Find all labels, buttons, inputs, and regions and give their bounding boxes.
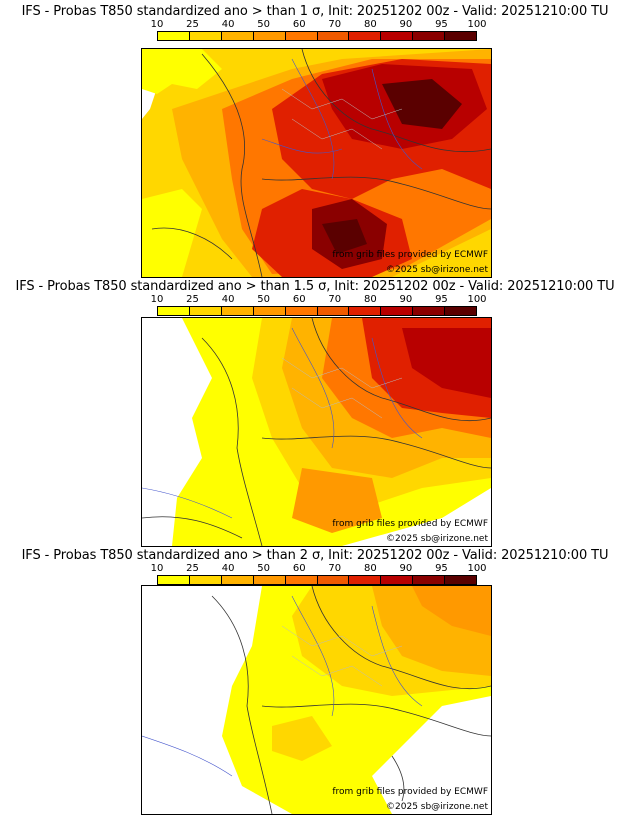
colorbar-swatch: [253, 576, 286, 584]
map-canvas: [142, 318, 491, 546]
colorbar-legend: 10 25 40 50 60 70 80 90 95 100: [151, 294, 487, 321]
colorbar-tick-label: 25: [186, 19, 199, 30]
colorbar-swatch: [158, 576, 190, 584]
colorbar-ticks: 10 25 40 50 60 70 80 90 95 100: [151, 294, 487, 306]
colorbar-swatch: [445, 307, 477, 315]
colorbar-tick-label: 10: [150, 294, 164, 305]
colorbar-tick-label: 40: [221, 19, 235, 30]
colorbar-tick-label: 50: [257, 563, 271, 574]
colorbar-swatch: [381, 32, 414, 40]
colorbar-swatch: [189, 32, 222, 40]
colorbar-tick-label: 10: [150, 19, 164, 30]
colorbar-swatch: [285, 32, 318, 40]
colorbar-tick-label: 80: [363, 294, 377, 305]
colorbar-tick-label: 25: [186, 294, 199, 305]
colorbar-swatch: [158, 307, 190, 315]
panel-title: IFS - Probas T850 standardized ano > tha…: [21, 548, 609, 563]
colorbar-swatch: [189, 307, 222, 315]
colorbar-swatch: [285, 307, 318, 315]
colorbar-swatch: [317, 576, 350, 584]
colorbar-tick-label: 100: [467, 19, 487, 30]
colorbar-swatch: [381, 576, 414, 584]
colorbar-swatches: [157, 31, 477, 41]
colorbar-tick-label: 60: [292, 19, 306, 30]
colorbar-ticks: 10 25 40 50 60 70 80 90 95 100: [151, 19, 487, 31]
map-canvas: [142, 586, 491, 814]
colorbar-swatch: [349, 307, 382, 315]
probability-map-1-5sigma: from grib files provided by ECMWF ©2025 …: [141, 317, 492, 547]
colorbar-swatch: [158, 32, 190, 40]
copyright-credit: ©2025 sb@irizone.net: [386, 534, 488, 544]
colorbar-tick-label: 50: [257, 19, 271, 30]
colorbar-legend: 10 25 40 50 60 70 80 90 95 100: [151, 563, 487, 590]
colorbar-swatch: [317, 307, 350, 315]
colorbar-legend: 10 25 40 50 60 70 80 90 95 100: [151, 19, 487, 46]
colorbar-swatch: [413, 307, 446, 315]
colorbar-swatch: [349, 576, 382, 584]
colorbar-swatch: [413, 32, 446, 40]
colorbar-tick-label: 100: [467, 563, 487, 574]
colorbar-swatches: [157, 575, 477, 585]
panel-title: IFS - Probas T850 standardized ano > tha…: [21, 4, 609, 19]
colorbar-swatch: [349, 32, 382, 40]
colorbar-swatch: [221, 576, 254, 584]
colorbar-tick-label: 60: [292, 563, 306, 574]
colorbar-tick-label: 100: [467, 294, 487, 305]
colorbar-swatch: [221, 32, 254, 40]
colorbar-swatch: [445, 32, 477, 40]
colorbar-swatch: [253, 307, 286, 315]
colorbar-tick-label: 90: [399, 19, 413, 30]
map-canvas: [142, 49, 491, 277]
colorbar-tick-label: 70: [328, 563, 342, 574]
colorbar-swatch: [317, 32, 350, 40]
probability-map-1sigma: from grib files provided by ECMWF ©2025 …: [141, 48, 492, 278]
map-panel-3: IFS - Probas T850 standardized ano > tha…: [0, 548, 630, 824]
colorbar-tick-label: 95: [435, 19, 448, 30]
colorbar-tick-label: 70: [328, 294, 342, 305]
colorbar-swatches: [157, 306, 477, 316]
colorbar-swatch: [253, 32, 286, 40]
colorbar-tick-label: 80: [363, 19, 377, 30]
colorbar-tick-label: 10: [150, 563, 164, 574]
copyright-credit: ©2025 sb@irizone.net: [386, 802, 488, 812]
colorbar-tick-label: 95: [435, 294, 448, 305]
map-panel-1: IFS - Probas T850 standardized ano > tha…: [0, 4, 630, 280]
probability-map-2sigma: from grib files provided by ECMWF ©2025 …: [141, 585, 492, 815]
colorbar-tick-label: 90: [399, 563, 413, 574]
panel-title: IFS - Probas T850 standardized ano > tha…: [15, 279, 615, 294]
copyright-credit: ©2025 sb@irizone.net: [386, 265, 488, 275]
colorbar-tick-label: 40: [221, 294, 235, 305]
colorbar-swatch: [285, 576, 318, 584]
colorbar-tick-label: 70: [328, 19, 342, 30]
data-source-credit: from grib files provided by ECMWF: [332, 519, 488, 529]
colorbar-swatch: [221, 307, 254, 315]
colorbar-tick-label: 60: [292, 294, 306, 305]
colorbar-swatch: [381, 307, 414, 315]
colorbar-swatch: [413, 576, 446, 584]
data-source-credit: from grib files provided by ECMWF: [332, 787, 488, 797]
data-source-credit: from grib files provided by ECMWF: [332, 250, 488, 260]
colorbar-tick-label: 95: [435, 563, 448, 574]
colorbar-swatch: [189, 576, 222, 584]
colorbar-swatch: [445, 576, 477, 584]
colorbar-ticks: 10 25 40 50 60 70 80 90 95 100: [151, 563, 487, 575]
colorbar-tick-label: 25: [186, 563, 199, 574]
map-panel-2: IFS - Probas T850 standardized ano > tha…: [0, 279, 630, 555]
colorbar-tick-label: 90: [399, 294, 413, 305]
colorbar-tick-label: 40: [221, 563, 235, 574]
colorbar-tick-label: 80: [363, 563, 377, 574]
colorbar-tick-label: 50: [257, 294, 271, 305]
